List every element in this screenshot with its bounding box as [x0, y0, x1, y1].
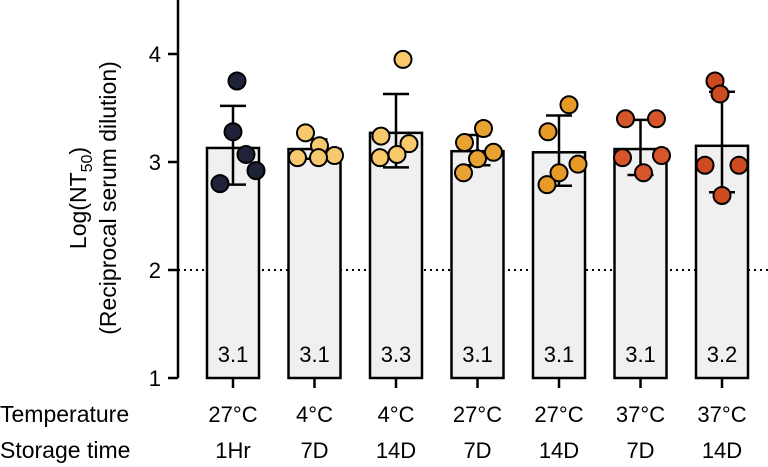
data-point-6-1 — [616, 109, 635, 129]
bar-value-label-5: 3.1 — [544, 342, 575, 367]
data-point-6-2 — [647, 109, 666, 129]
temperature-label-3: 4°C — [378, 402, 415, 427]
y-axis-title: Log(NT50) (Reciprocal serum dilution) — [65, 61, 121, 335]
data-point-1-3 — [236, 144, 256, 164]
storage-time-label-4: 7D — [463, 438, 491, 463]
data-point-4-5 — [454, 163, 473, 183]
data-point-3-3 — [399, 134, 419, 154]
y-axis-title-line2: (Reciprocal serum dilution) — [95, 61, 121, 335]
temperature-label-5: 27°C — [534, 402, 583, 427]
storage-time-label-2: 7D — [300, 438, 328, 463]
storage-time-label-3: 14D — [376, 438, 416, 463]
data-point-5-1 — [559, 95, 579, 115]
bar-value-label-4: 3.1 — [462, 342, 493, 367]
data-point-1-5 — [210, 174, 230, 194]
y-axis: 1 2 3 4 — [149, 0, 724, 391]
bar-value-label-7: 3.2 — [707, 342, 738, 367]
data-point-2-5 — [309, 148, 328, 168]
data-point-3-1 — [393, 49, 413, 69]
temperature-label-1: 27°C — [208, 402, 257, 427]
data-point-1-1 — [227, 71, 247, 91]
data-point-2-3 — [325, 146, 344, 166]
data-point-3-4 — [387, 144, 407, 164]
bar-value-label-2: 3.1 — [299, 342, 330, 367]
labels-layer: 3.1 27°C 1Hr 3.1 4°C 7D 3.3 4°C 14D 3.1 27°C 7D 3.1 2… — [208, 342, 746, 463]
storage-time-label-6: 7D — [626, 438, 654, 463]
data-point-3-2 — [371, 126, 391, 146]
data-point-6-3 — [652, 146, 671, 166]
bar-value-label-6: 3.1 — [625, 342, 656, 367]
y-tick-label-2: 2 — [149, 258, 161, 283]
data-point-3-5 — [370, 148, 390, 168]
row-label-storage-time: Storage time — [0, 437, 130, 463]
data-point-7-2 — [710, 84, 730, 104]
storage-time-label-7: 14D — [702, 438, 742, 463]
temperature-label-7: 37°C — [697, 402, 746, 427]
temperature-label-2: 4°C — [296, 402, 333, 427]
data-point-1-4 — [246, 161, 266, 181]
row-label-temperature: Temperature — [0, 401, 129, 427]
temperature-label-6: 37°C — [616, 402, 665, 427]
data-point-4-3 — [484, 142, 503, 162]
data-point-4-4 — [468, 149, 487, 169]
bar-value-label-3: 3.3 — [381, 342, 412, 367]
data-point-5-2 — [538, 122, 558, 142]
data-point-5-3 — [568, 154, 588, 174]
data-point-1-2 — [223, 122, 243, 142]
data-point-4-2 — [455, 133, 474, 153]
bar-value-label-1: 3.1 — [218, 342, 249, 367]
data-point-2-1 — [296, 123, 315, 143]
data-point-5-5 — [537, 175, 557, 195]
data-points-layer — [210, 49, 749, 205]
y-tick-label-1: 1 — [149, 366, 161, 391]
storage-time-label-5: 14D — [539, 438, 579, 463]
data-point-7-4 — [729, 155, 749, 175]
bars-layer — [205, 131, 750, 380]
y-axis-title-line1: Log(NT50) — [65, 147, 96, 249]
storage-time-label-1: 1Hr — [215, 438, 250, 463]
data-point-6-5 — [634, 163, 653, 183]
data-point-5-4 — [549, 163, 569, 183]
data-point-7-5 — [712, 185, 732, 205]
data-point-4-1 — [474, 119, 493, 139]
data-point-7-3 — [695, 155, 715, 175]
y-tick-label-4: 4 — [149, 42, 161, 67]
y-tick-label-3: 3 — [149, 150, 161, 175]
data-point-6-4 — [613, 148, 632, 168]
temperature-label-4: 27°C — [453, 402, 502, 427]
data-point-2-4 — [288, 148, 307, 168]
